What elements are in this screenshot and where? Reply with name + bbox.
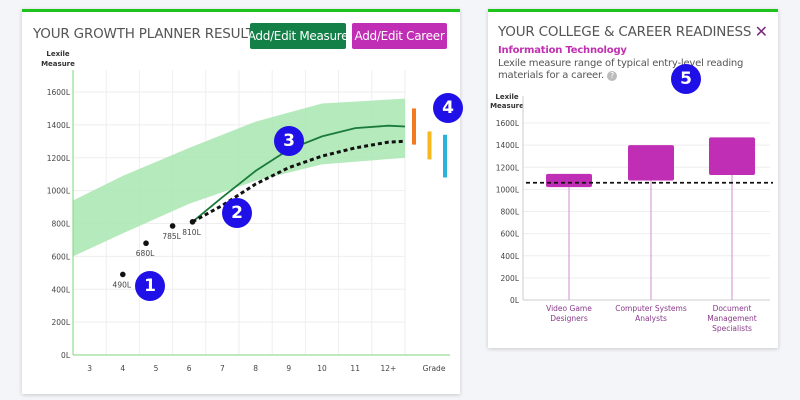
x-tick-label: 4 [120, 364, 125, 373]
y-tick-label: 1000L [47, 187, 71, 196]
measure-label: 490L [113, 280, 132, 289]
y-tick-label: 600L [501, 230, 520, 239]
y-tick-label: 1400L [496, 141, 520, 150]
x-tick-label: 10 [317, 364, 327, 373]
y-tick-label: 1600L [496, 119, 520, 128]
career-readiness-panel: YOUR COLLEGE & CAREER READINESS ✕ Inform… [488, 9, 778, 348]
measure-point [169, 223, 176, 229]
x-tick-label: 11 [350, 364, 360, 373]
y-tick-label: 1200L [496, 163, 520, 172]
measure-point [189, 219, 196, 225]
y-tick-label: 0L [61, 351, 71, 360]
y-axis-label-line2: Measure [41, 60, 75, 68]
x-tick-label: 5 [154, 364, 159, 373]
callout-badge-2: 2 [222, 198, 252, 228]
growth-chart: Lexile Measure Grade 0L 200L 400L 600L 800L 1… [41, 50, 450, 373]
x-tick-label: 3 [87, 364, 92, 373]
y-tick-label: 200L [501, 274, 520, 283]
callout-badge-3: 3 [274, 126, 304, 156]
career-label: Document Management Specialists [707, 304, 756, 333]
y-tick-label: 1400L [47, 121, 71, 130]
description-text: Lexile measure range of typical entry-le… [498, 58, 744, 81]
target-growth-line [191, 124, 406, 223]
x-tick-label: 12+ [380, 364, 396, 373]
measure-point [143, 240, 149, 247]
career-range-bar [412, 108, 416, 145]
callout-badge-4: 4 [433, 93, 463, 123]
y-tick-label: 400L [52, 285, 71, 294]
callout-badge-1: 1 [135, 271, 165, 301]
growth-planner-title: YOUR GROWTH PLANNER RESULTS [33, 26, 263, 42]
y-axis-label-line2: Measure [490, 102, 524, 110]
career-description: Lexile measure range of typical entry-le… [498, 58, 773, 82]
career-readiness-title: YOUR COLLEGE & CAREER READINESS [498, 24, 752, 40]
add-edit-measure-button[interactable]: Add/Edit Measure [248, 23, 349, 49]
close-icon[interactable]: ✕ [754, 22, 768, 41]
x-tick-label: 8 [253, 364, 258, 373]
x-axis-label: Grade [423, 364, 446, 373]
measure-point [120, 271, 126, 278]
y-tick-label: 0L [510, 296, 520, 305]
expected-growth-band [73, 98, 405, 257]
career-label: Video Game Designers [546, 304, 592, 323]
help-icon[interactable]: ? [606, 71, 617, 81]
y-tick-label: 200L [52, 318, 71, 327]
career-range-bar [443, 134, 447, 178]
measure-label: 810L [182, 228, 201, 237]
callout-badge-5: 5 [671, 64, 701, 94]
y-tick-label: 400L [501, 252, 520, 261]
y-tick-label: 1000L [496, 185, 520, 194]
career-range-box [628, 145, 674, 181]
y-tick-label: 800L [52, 220, 71, 229]
career-category: Information Technology [498, 45, 627, 56]
career-range-box [709, 137, 755, 175]
projected-growth-line [191, 139, 406, 224]
career-label: Computer Systems Analysts [615, 304, 687, 323]
growth-planner-panel: YOUR GROWTH PLANNER RESULTS Add/Edit Mea… [22, 9, 460, 394]
add-edit-career-button[interactable]: Add/Edit Career [352, 23, 447, 49]
y-tick-label: 1600L [47, 88, 71, 97]
y-tick-label: 1200L [47, 154, 71, 163]
x-tick-label: 6 [187, 364, 192, 373]
career-range-bar [427, 131, 432, 160]
y-axis-label-line1: Lexile [495, 93, 519, 101]
career-chart: Lexile Measure 0L 200L 400L 600L 800L 1000L 12… [490, 93, 773, 333]
measure-label: 785L [162, 232, 181, 241]
y-tick-label: 800L [501, 208, 520, 217]
measure-label: 680L [136, 249, 155, 258]
y-tick-label: 600L [52, 252, 71, 261]
x-tick-label: 7 [220, 364, 225, 373]
y-axis-label-line1: Lexile [46, 50, 70, 58]
career-range-box [546, 173, 592, 188]
x-tick-label: 9 [286, 364, 291, 373]
